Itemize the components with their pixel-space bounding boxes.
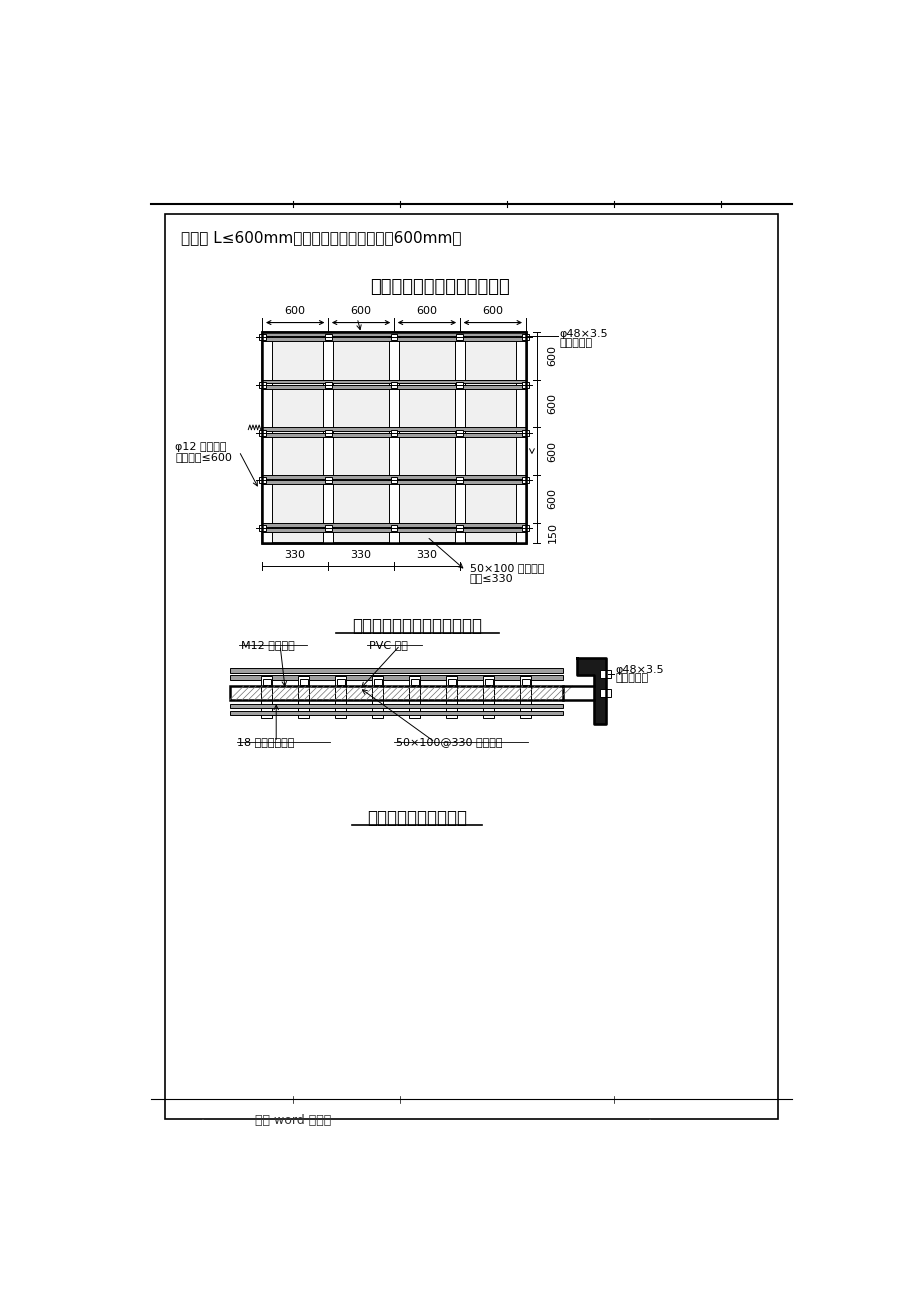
Bar bbox=[456, 525, 463, 531]
Bar bbox=[390, 335, 397, 340]
Bar bbox=[258, 430, 266, 436]
Bar bbox=[258, 478, 266, 483]
Bar bbox=[262, 332, 525, 336]
Bar bbox=[409, 676, 420, 719]
Bar bbox=[390, 525, 397, 531]
Text: φ48×3.5: φ48×3.5 bbox=[560, 329, 607, 339]
Bar bbox=[230, 668, 562, 673]
Bar bbox=[456, 430, 463, 436]
Bar bbox=[230, 676, 562, 680]
Bar bbox=[324, 381, 331, 388]
Bar bbox=[483, 676, 494, 719]
Text: 栓间距 L≤600mm。详后支模附图所示为（600mm）: 栓间距 L≤600mm。详后支模附图所示为（600mm） bbox=[181, 230, 460, 245]
Bar bbox=[521, 680, 529, 685]
Text: 50×100 木枋竖楞: 50×100 木枋竖楞 bbox=[469, 564, 543, 573]
Text: ·: · bbox=[200, 1113, 204, 1126]
Text: 18 厚九层胶合板: 18 厚九层胶合板 bbox=[237, 737, 294, 747]
Bar bbox=[522, 478, 528, 483]
Bar bbox=[373, 680, 381, 685]
Text: 双钢管横楞: 双钢管横楞 bbox=[615, 673, 648, 684]
Bar bbox=[262, 480, 525, 484]
Bar bbox=[390, 381, 397, 388]
Bar bbox=[262, 337, 525, 341]
Bar bbox=[389, 332, 398, 543]
Bar bbox=[262, 529, 525, 533]
Bar bbox=[258, 525, 266, 531]
Bar bbox=[522, 381, 528, 388]
Polygon shape bbox=[576, 659, 606, 724]
Bar bbox=[262, 332, 525, 543]
Bar bbox=[298, 676, 309, 719]
Bar bbox=[522, 335, 528, 340]
Bar bbox=[230, 703, 562, 708]
Text: 墙模板支模断面示意图: 墙模板支模断面示意图 bbox=[367, 810, 467, 828]
Bar bbox=[300, 680, 307, 685]
Text: 双钢管横楞: 双钢管横楞 bbox=[560, 337, 593, 348]
Bar bbox=[262, 523, 525, 526]
Bar bbox=[336, 680, 345, 685]
Bar bbox=[520, 676, 531, 719]
Text: 330: 330 bbox=[416, 549, 437, 560]
Bar bbox=[258, 381, 266, 388]
Bar bbox=[324, 430, 331, 436]
Text: 600: 600 bbox=[416, 306, 437, 316]
Bar bbox=[335, 676, 346, 719]
Text: 墙模板竖楞枋立面布置示意图: 墙模板竖楞枋立面布置示意图 bbox=[352, 617, 482, 635]
Text: 纵横间距≤600: 纵横间距≤600 bbox=[176, 452, 233, 461]
Bar bbox=[599, 689, 610, 697]
Bar bbox=[230, 686, 562, 700]
Text: 间距≤330: 间距≤330 bbox=[469, 573, 513, 583]
Text: φ12 对拉螺栓: φ12 对拉螺栓 bbox=[176, 441, 227, 452]
Text: 600: 600 bbox=[547, 393, 557, 414]
Text: 330: 330 bbox=[350, 549, 371, 560]
Bar bbox=[456, 478, 463, 483]
Bar bbox=[324, 525, 331, 531]
Bar bbox=[262, 385, 525, 389]
Bar bbox=[456, 335, 463, 340]
Bar bbox=[516, 332, 525, 543]
Bar bbox=[262, 432, 525, 436]
Bar bbox=[263, 680, 270, 685]
Text: ·: · bbox=[647, 1113, 651, 1126]
Bar bbox=[323, 332, 333, 543]
Bar bbox=[456, 381, 463, 388]
Text: 150: 150 bbox=[547, 522, 557, 543]
Bar bbox=[411, 680, 418, 685]
Text: 600: 600 bbox=[547, 345, 557, 366]
Bar bbox=[230, 711, 562, 715]
Bar bbox=[262, 332, 525, 543]
Text: 50×100@330 竖楞木枋: 50×100@330 竖楞木枋 bbox=[396, 737, 503, 747]
Bar bbox=[522, 525, 528, 531]
Bar bbox=[262, 475, 525, 479]
Bar bbox=[262, 427, 525, 431]
Bar bbox=[324, 335, 331, 340]
Text: 600: 600 bbox=[547, 488, 557, 509]
Text: 专业 word 可编辑: 专业 word 可编辑 bbox=[255, 1113, 331, 1126]
Text: 330: 330 bbox=[284, 549, 305, 560]
Bar bbox=[390, 430, 397, 436]
Bar bbox=[372, 676, 383, 719]
Bar bbox=[324, 478, 331, 483]
Text: 600: 600 bbox=[482, 306, 503, 316]
Bar bbox=[455, 332, 464, 543]
Bar bbox=[448, 680, 455, 685]
Bar bbox=[262, 332, 271, 543]
Bar bbox=[262, 380, 525, 383]
Bar bbox=[261, 676, 272, 719]
Bar bbox=[522, 430, 528, 436]
Bar bbox=[258, 335, 266, 340]
Bar bbox=[446, 676, 457, 719]
Bar bbox=[484, 680, 493, 685]
Bar bbox=[165, 214, 777, 1118]
Text: φ48×3.5: φ48×3.5 bbox=[615, 665, 664, 674]
Text: PVC 套管: PVC 套管 bbox=[369, 641, 408, 650]
Text: 600: 600 bbox=[547, 440, 557, 462]
Bar bbox=[599, 669, 610, 677]
Text: 600: 600 bbox=[350, 306, 371, 316]
Text: 600: 600 bbox=[284, 306, 305, 316]
Text: 剪力墙（薄壁柱）模板安装图: 剪力墙（薄壁柱）模板安装图 bbox=[370, 279, 510, 296]
Bar bbox=[390, 478, 397, 483]
Text: M12 对拉螺栓: M12 对拉螺栓 bbox=[241, 641, 295, 650]
